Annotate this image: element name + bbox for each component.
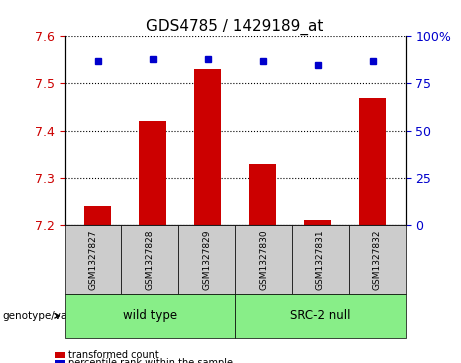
Text: wild type: wild type (123, 309, 177, 322)
Bar (84, 206, 111, 225)
Bar (194, 69, 221, 225)
Text: GSM1327832: GSM1327832 (373, 229, 382, 290)
Text: percentile rank within the sample: percentile rank within the sample (68, 358, 233, 363)
Bar (304, 220, 331, 225)
Text: GSM1327831: GSM1327831 (316, 229, 325, 290)
Text: GSM1327827: GSM1327827 (89, 229, 97, 290)
Bar (249, 164, 277, 225)
Text: transformed count: transformed count (68, 350, 159, 360)
Text: genotype/variation: genotype/variation (2, 311, 101, 321)
Text: GSM1327830: GSM1327830 (259, 229, 268, 290)
Text: SRC-2 null: SRC-2 null (290, 309, 351, 322)
Text: GSM1327829: GSM1327829 (202, 229, 211, 290)
Text: GSM1327828: GSM1327828 (145, 229, 154, 290)
Bar (359, 98, 386, 225)
Title: GDS4785 / 1429189_at: GDS4785 / 1429189_at (147, 19, 324, 35)
Bar (139, 121, 166, 225)
